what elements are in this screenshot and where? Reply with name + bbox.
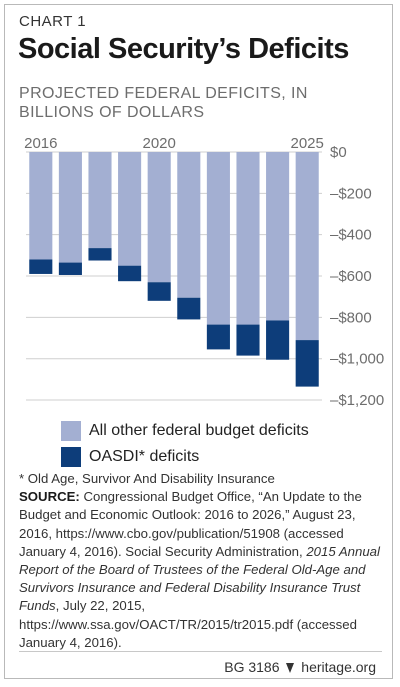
bar-other-2017 — [58, 152, 82, 263]
x-tick-label: 2016 — [24, 135, 57, 152]
notes: * Old Age, Survivor And Disability Insur… — [19, 470, 387, 652]
bar-other-2023 — [236, 152, 260, 325]
legend-swatch-oasdi — [61, 447, 81, 467]
bar-oasdi-2021 — [177, 297, 201, 320]
source-note: SOURCE: Congressional Budget Office, “An… — [19, 488, 387, 652]
bar-oasdi-2019 — [118, 265, 142, 282]
bar-oasdi-2024 — [266, 320, 290, 360]
legend-item-other: All other federal budget deficits — [61, 421, 309, 441]
chart-title: Social Security’s Deficits — [18, 33, 349, 65]
bar-other-2020 — [147, 152, 171, 283]
bar-other-2018 — [88, 152, 112, 249]
bar-oasdi-2022 — [206, 324, 230, 350]
legend-item-oasdi: OASDI* deficits — [61, 447, 199, 467]
x-tick-label: 2025 — [291, 135, 324, 152]
y-tick-label: –$1,200 — [330, 392, 384, 409]
bar-oasdi-2018 — [88, 248, 112, 261]
source-label: SOURCE: — [19, 489, 80, 505]
footnote: * Old Age, Survivor And Disability Insur… — [19, 471, 275, 486]
bar-other-2025 — [295, 152, 319, 341]
bar-other-2019 — [118, 152, 142, 266]
report-id: BG 3186 — [224, 659, 280, 675]
x-tick-label: 2020 — [143, 135, 176, 152]
legend-label-other: All other federal budget deficits — [89, 422, 309, 439]
torch-icon — [286, 663, 295, 673]
y-tick-label: –$200 — [330, 185, 372, 202]
y-tick-label: –$800 — [330, 309, 372, 326]
chart-label: CHART 1 — [19, 13, 87, 30]
bar-oasdi-2016 — [29, 259, 53, 274]
bar-other-2021 — [177, 152, 201, 298]
bar-chart: $0 –$200 –$400 –$600 –$800 –$1,000 –$1,200 2016… — [24, 135, 384, 409]
chart-card: CHART 1 Social Security’s Deficits PROJE… — [4, 4, 393, 679]
bar-other-2016 — [29, 152, 53, 260]
chart-subtitle: PROJECTED FEDERAL DEFICITS, IN BILLIONS … — [19, 85, 308, 121]
site-name: heritage.org — [301, 659, 376, 675]
bar-oasdi-2025 — [295, 340, 319, 387]
bar-oasdi-2017 — [58, 262, 82, 275]
y-tick-label: $0 — [330, 144, 347, 161]
footer-divider — [19, 651, 382, 652]
y-tick-label: –$1,000 — [330, 351, 384, 368]
bar-other-2022 — [206, 152, 230, 325]
source-italic: 2015 Annual Report of the Board of Trust… — [19, 543, 380, 614]
legend-label-oasdi: OASDI* deficits — [89, 448, 200, 465]
bar-oasdi-2023 — [236, 324, 260, 356]
bar-other-2024 — [266, 152, 290, 321]
y-tick-label: –$600 — [330, 268, 372, 285]
footer: BG 3186 heritage.org — [224, 659, 376, 675]
y-tick-label: –$400 — [330, 227, 372, 244]
legend-swatch-other — [61, 421, 81, 441]
bar-oasdi-2020 — [147, 282, 171, 301]
source-text-2: , July 22, 2015, https://www.ssa.gov/OAC… — [19, 598, 357, 650]
source-text-1: Congressional Budget Office, “An Update … — [19, 489, 362, 559]
